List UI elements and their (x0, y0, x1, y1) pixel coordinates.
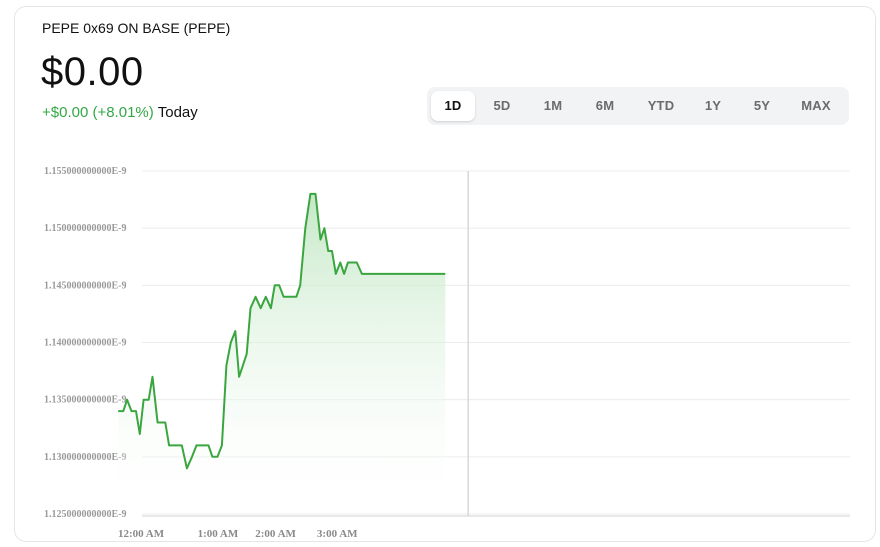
y-tick-label: 1.125000000000E-9 (44, 509, 127, 520)
price-change: +$0.00 (+8.01%) Today (42, 104, 198, 121)
range-tab-5y[interactable]: 5Y (753, 98, 771, 113)
x-tick-label: 12:00 AM (118, 528, 165, 540)
price-area-fill (118, 193, 446, 500)
x-tick-label: 1:00 AM (198, 528, 239, 540)
range-tab-6m[interactable]: 6M (595, 98, 615, 113)
price-change-period: Today (157, 104, 198, 121)
y-tick-label: 1.145000000000E-9 (44, 280, 127, 291)
y-tick-label: 1.130000000000E-9 (44, 452, 127, 463)
range-tab-5d[interactable]: 5D (493, 98, 511, 113)
range-tab-max[interactable]: MAX (801, 98, 831, 113)
price-change-value: +$0.00 (+8.01%) (42, 104, 154, 121)
price-line (118, 192, 446, 470)
y-tick-label: 1.140000000000E-9 (44, 338, 127, 349)
range-tab-1m[interactable]: 1M (543, 98, 563, 113)
range-tab-ytd[interactable]: YTD (647, 98, 675, 113)
x-tick-label: 3:00 AM (317, 528, 358, 540)
current-price: $0.00 (41, 50, 144, 94)
time-range-selector: 1D 5D 1M 6M YTD 1Y 5Y MAX (427, 87, 849, 125)
y-tick-label: 1.155000000000E-9 (44, 166, 127, 177)
x-tick-label: 2:00 AM (255, 528, 296, 540)
range-tab-1y[interactable]: 1Y (704, 98, 722, 113)
y-tick-label: 1.135000000000E-9 (44, 395, 127, 406)
y-tick-label: 1.150000000000E-9 (44, 223, 127, 234)
range-tab-1d[interactable]: 1D (431, 91, 475, 121)
coin-name: PEPE 0x69 ON BASE (PEPE) (42, 20, 231, 36)
